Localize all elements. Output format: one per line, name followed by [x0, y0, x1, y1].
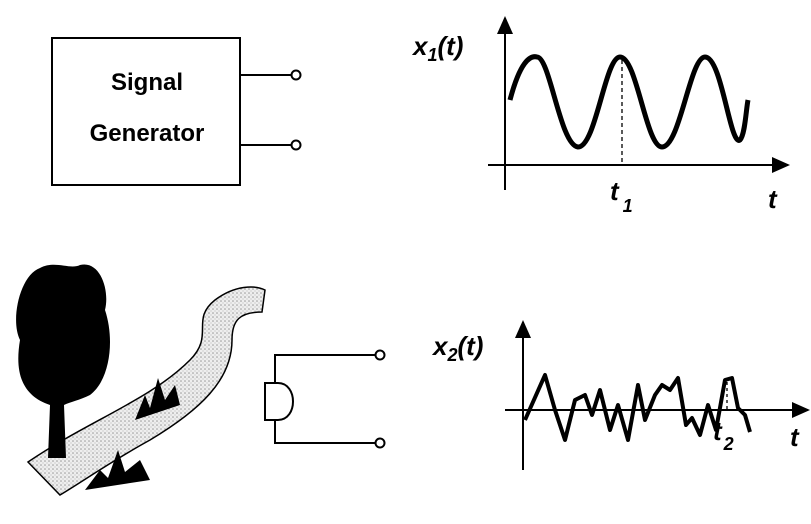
sine-wave — [507, 54, 751, 150]
generator-label: Signal — [111, 69, 183, 96]
x-label: t — [790, 422, 800, 452]
bush — [135, 378, 180, 420]
terminal — [290, 139, 302, 151]
tree — [16, 264, 111, 458]
terminal — [374, 437, 386, 449]
river — [26, 286, 266, 496]
y-label: x2(t) — [431, 331, 483, 365]
mic-wires — [274, 354, 375, 444]
output-wires — [240, 74, 291, 146]
y-label: x1(t) — [411, 31, 463, 65]
label-part: t — [610, 176, 620, 206]
label-part: t — [713, 416, 723, 446]
bush — [85, 450, 150, 490]
label-part: (t) — [457, 331, 483, 361]
label-part: (t) — [437, 31, 463, 61]
generator-label: Generator — [90, 120, 205, 147]
label-part: 2 — [723, 434, 734, 454]
label-part: x — [431, 331, 449, 361]
x-label: t — [768, 184, 778, 214]
noise-signal — [523, 373, 752, 442]
terminal — [374, 349, 386, 361]
label-part: 2 — [446, 345, 457, 365]
terminal — [290, 69, 302, 81]
label-part: x — [411, 31, 429, 61]
microphone — [264, 382, 294, 421]
generator-box — [51, 37, 241, 186]
label-part: 1 — [427, 45, 437, 65]
label-part: 1 — [623, 196, 633, 216]
